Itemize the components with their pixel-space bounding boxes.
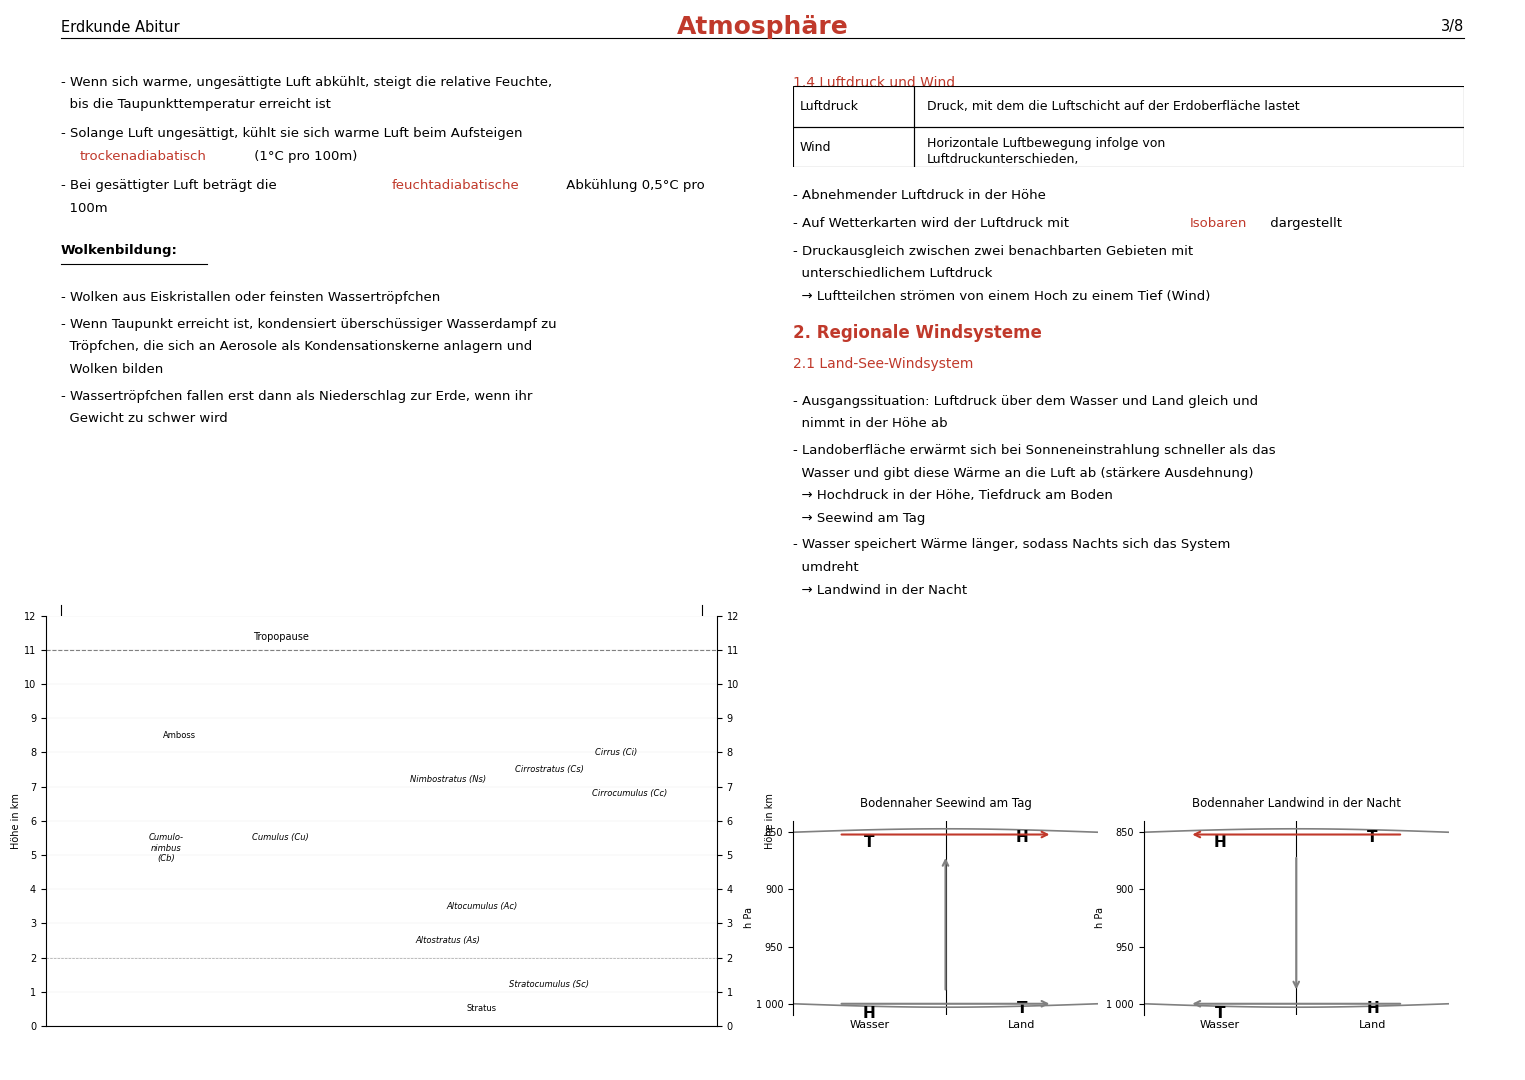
Text: - Ausgangssituation: Luftdruck über dem Wasser und Land gleich und: - Ausgangssituation: Luftdruck über dem … [793,394,1258,407]
Text: - Abnehmender Luftdruck in der Höhe: - Abnehmender Luftdruck in der Höhe [793,189,1046,202]
Text: 1.4 Luftdruck und Wind: 1.4 Luftdruck und Wind [793,76,955,90]
Text: Höhe in km: Höhe in km [766,793,775,849]
Text: Luftdruckunterschieden,: Luftdruckunterschieden, [927,152,1080,166]
Bar [793,86,913,127]
Text: - Landoberfläche erwärmt sich bei Sonneneinstrahlung schneller als das: - Landoberfläche erwärmt sich bei Sonnen… [793,444,1275,457]
Text: - Wenn sich warme, ungesättigte Luft abkühlt, steigt die relative Feuchte,: - Wenn sich warme, ungesättigte Luft abk… [61,76,552,89]
Text: - Wasser speichert Wärme länger, sodass Nachts sich das System: - Wasser speichert Wärme länger, sodass … [793,539,1231,552]
Text: Cumulo-
nimbus
(Cb): Cumulo- nimbus (Cb) [149,834,185,863]
Text: Tröpfchen, die sich an Aerosole als Kondensationskerne anlagern und: Tröpfchen, die sich an Aerosole als Kond… [61,340,532,353]
Bar [793,127,913,167]
Text: 2.1 Land-See-Windsystem: 2.1 Land-See-Windsystem [793,356,973,370]
Text: Wasser und gibt diese Wärme an die Luft ab (stärkere Ausdehnung): Wasser und gibt diese Wärme an die Luft … [793,467,1254,480]
Text: Nimbostratus (Ns): Nimbostratus (Ns) [410,775,486,784]
Text: Horizontale Luftbewegung infolge von: Horizontale Luftbewegung infolge von [927,136,1165,150]
Text: Cirrostratus (Cs): Cirrostratus (Cs) [514,765,584,774]
Text: - Wassertröpfchen fallen erst dann als Niederschlag zur Erde, wenn ihr: - Wassertröpfchen fallen erst dann als N… [61,390,532,403]
Text: → Hochdruck in der Höhe, Tiefdruck am Boden: → Hochdruck in der Höhe, Tiefdruck am Bo… [793,489,1113,502]
Text: trockenadiabatisch: trockenadiabatisch [79,150,207,163]
Text: Stratocumulus (Sc): Stratocumulus (Sc) [509,981,589,989]
Text: 2. Regionale Windsysteme: 2. Regionale Windsysteme [793,324,1042,342]
Text: - Wolken aus Eiskristallen oder feinsten Wassertröpfchen: - Wolken aus Eiskristallen oder feinsten… [61,292,441,305]
Text: Wind: Wind [799,140,831,153]
Text: → Seewind am Tag: → Seewind am Tag [793,512,926,525]
Text: Bodennaher Seewind am Tag: Bodennaher Seewind am Tag [860,797,1031,810]
Text: → Landwind in der Nacht: → Landwind in der Nacht [793,584,967,597]
Text: umdreht: umdreht [793,562,859,575]
Text: - Solange Luft ungesättigt, kühlt sie sich warme Luft beim Aufsteigen: - Solange Luft ungesättigt, kühlt sie si… [61,127,523,140]
Text: Erdkunde Abitur: Erdkunde Abitur [61,19,180,35]
Text: Cumulus (Cu): Cumulus (Cu) [252,834,310,842]
Text: Altostratus (As): Altostratus (As) [416,936,480,945]
Text: - Druckausgleich zwischen zwei benachbarten Gebieten mit: - Druckausgleich zwischen zwei benachbar… [793,245,1193,258]
Bar [913,86,1464,127]
Text: Cirrus (Ci): Cirrus (Ci) [595,747,637,757]
Text: dargestellt: dargestellt [1266,217,1342,230]
Text: - Wenn Taupunkt erreicht ist, kondensiert überschüssiger Wasserdampf zu: - Wenn Taupunkt erreicht ist, kondensier… [61,318,557,330]
Text: Luftdruck: Luftdruck [799,100,859,113]
Text: Abkühlung 0,5°C pro: Abkühlung 0,5°C pro [563,179,705,192]
Text: Tropopause: Tropopause [253,632,308,642]
Text: T: T [1215,1007,1225,1021]
Text: Atmosphäre: Atmosphäre [677,15,848,39]
Text: H: H [1214,835,1226,850]
Text: 3/8: 3/8 [1441,19,1464,35]
Text: Druck, mit dem die Luftschicht auf der Erdoberfläche lastet: Druck, mit dem die Luftschicht auf der E… [927,100,1299,113]
Text: H: H [863,1007,875,1021]
Text: T: T [1017,1001,1026,1016]
Text: Wolken bilden: Wolken bilden [61,363,163,376]
Text: H: H [1366,1001,1379,1016]
Text: Amboss: Amboss [163,731,197,740]
Y-axis label: h Pa: h Pa [1095,907,1106,929]
Text: Stratus: Stratus [467,1004,497,1013]
Text: T: T [1368,829,1377,845]
Text: nimmt in der Höhe ab: nimmt in der Höhe ab [793,417,947,430]
Text: Wolkenbildung:: Wolkenbildung: [61,244,178,257]
Bar [913,127,1464,167]
Text: unterschiedlichem Luftdruck: unterschiedlichem Luftdruck [793,268,993,281]
Text: feuchtadiabatische: feuchtadiabatische [392,179,520,192]
Y-axis label: Höhe in km: Höhe in km [11,793,21,849]
Text: H: H [1016,829,1028,845]
Text: (1°C pro 100m): (1°C pro 100m) [250,150,357,163]
Text: bis die Taupunkttemperatur erreicht ist: bis die Taupunkttemperatur erreicht ist [61,98,331,111]
Text: Bodennaher Landwind in der Nacht: Bodennaher Landwind in der Nacht [1191,797,1401,810]
Text: Isobaren: Isobaren [1190,217,1247,230]
Text: Gewicht zu schwer wird: Gewicht zu schwer wird [61,413,227,426]
Text: - Auf Wetterkarten wird der Luftdruck mit: - Auf Wetterkarten wird der Luftdruck mi… [793,217,1074,230]
Text: 100m: 100m [61,202,108,215]
Text: T: T [865,835,874,850]
Text: - Bei gesättigter Luft beträgt die: - Bei gesättigter Luft beträgt die [61,179,281,192]
Y-axis label: h Pa: h Pa [744,907,755,929]
Text: Altocumulus (Ac): Altocumulus (Ac) [447,902,517,910]
Text: → Luftteilchen strömen von einem Hoch zu einem Tief (Wind): → Luftteilchen strömen von einem Hoch zu… [793,291,1211,303]
Text: Cirrocumulus (Cc): Cirrocumulus (Cc) [592,788,666,798]
